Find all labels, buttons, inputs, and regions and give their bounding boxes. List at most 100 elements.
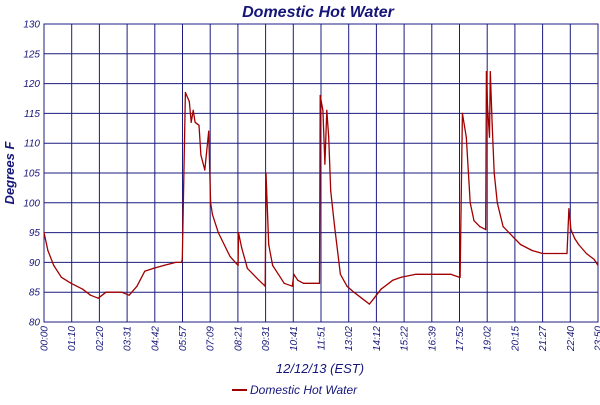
x-tick-label: 19:02: [483, 326, 494, 351]
data-point: [494, 172, 495, 173]
x-tick-label: 15:22: [400, 326, 411, 351]
x-tick-label: 00:00: [40, 326, 51, 351]
data-point: [292, 286, 293, 287]
data-point: [479, 226, 480, 227]
data-point: [430, 274, 431, 275]
data-point: [401, 277, 402, 278]
data-point: [210, 202, 211, 203]
x-tick-label: 11:51: [317, 326, 328, 350]
data-point: [470, 202, 471, 203]
y-axis-label: Degrees F: [2, 141, 17, 205]
data-point: [195, 122, 196, 123]
data-point: [361, 298, 362, 299]
data-point: [218, 232, 219, 233]
x-tick-label: 23:50: [594, 326, 600, 352]
data-point: [43, 232, 44, 233]
x-tick-label: 16:39: [427, 326, 438, 351]
data-point: [229, 256, 230, 257]
y-tick-label: 95: [29, 228, 41, 239]
data-point: [328, 137, 329, 138]
data-point: [153, 268, 154, 269]
data-point: [185, 92, 186, 93]
data-point: [191, 122, 192, 123]
data-point: [320, 95, 321, 96]
data-point: [542, 253, 543, 254]
data-point: [278, 274, 279, 275]
legend: Domestic Hot Water: [232, 383, 358, 397]
data-point: [462, 113, 463, 114]
data-point: [466, 137, 467, 138]
data-point: [61, 277, 62, 278]
data-point: [566, 253, 567, 254]
data-point: [238, 265, 239, 266]
x-tick-label: 02:20: [95, 326, 106, 351]
data-point: [193, 110, 194, 111]
y-tick-label: 100: [23, 198, 40, 209]
y-tick-label: 105: [23, 169, 40, 180]
chart-title: Domestic Hot Water: [242, 4, 395, 21]
data-point: [105, 292, 106, 293]
data-point: [71, 283, 72, 284]
data-point: [82, 289, 83, 290]
data-point: [247, 268, 248, 269]
data-point: [520, 244, 521, 245]
data-point: [182, 259, 183, 260]
x-axis-label: 12/12/13 (EST): [276, 361, 364, 376]
data-point: [144, 271, 145, 272]
data-point: [353, 292, 354, 293]
data-point: [492, 125, 493, 126]
data-point: [113, 292, 114, 293]
data-point: [90, 295, 91, 296]
y-tick-label: 85: [29, 288, 41, 299]
data-point: [578, 244, 579, 245]
x-tick-label: 21:27: [538, 326, 549, 352]
data-point: [568, 208, 569, 209]
data-point: [253, 274, 254, 275]
y-tick-label: 90: [29, 258, 41, 269]
data-point: [293, 274, 294, 275]
data-point: [324, 164, 325, 165]
x-tick-label: 17:52: [455, 326, 466, 351]
data-point: [508, 232, 509, 233]
data-point: [570, 229, 571, 230]
data-point: [450, 274, 451, 275]
data-point: [284, 283, 285, 284]
y-tick-label: 110: [24, 139, 40, 150]
data-point: [129, 295, 130, 296]
data-point: [439, 274, 440, 275]
data-point: [297, 280, 298, 281]
data-point: [514, 238, 515, 239]
x-tick-label: 13:02: [344, 326, 355, 351]
data-point: [532, 250, 533, 251]
data-point: [369, 304, 370, 305]
data-point: [346, 286, 347, 287]
data-point: [53, 265, 54, 266]
data-point: [164, 265, 165, 266]
data-point: [490, 71, 491, 72]
x-tick-label: 14:12: [372, 326, 383, 351]
data-point: [212, 214, 213, 215]
data-point: [241, 247, 242, 248]
data-point: [574, 238, 575, 239]
data-point: [200, 155, 201, 156]
data-point: [319, 283, 320, 284]
data-point: [326, 110, 327, 111]
y-tick-label: 120: [23, 79, 40, 90]
data-point: [330, 190, 331, 191]
data-point: [380, 289, 381, 290]
data-point: [555, 253, 556, 254]
data-point: [265, 286, 266, 287]
data-point: [334, 226, 335, 227]
data-point: [485, 229, 486, 230]
data-point: [460, 277, 461, 278]
data-point: [189, 101, 190, 102]
data-point: [98, 298, 99, 299]
data-point: [238, 232, 239, 233]
y-tick-label: 130: [23, 20, 40, 31]
data-point: [272, 265, 273, 266]
data-point: [175, 262, 176, 263]
